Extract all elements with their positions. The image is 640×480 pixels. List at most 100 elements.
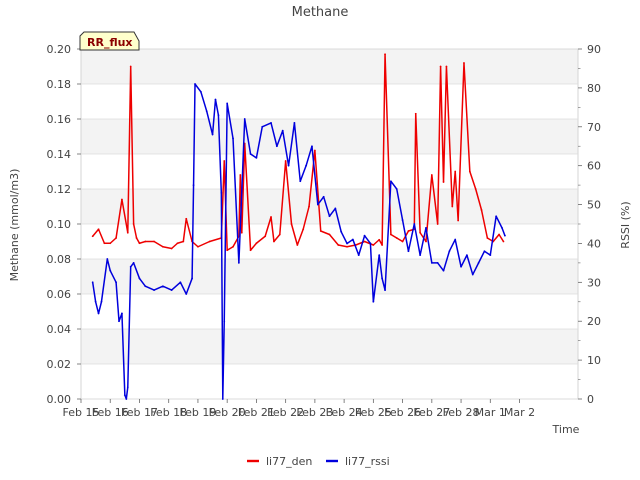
y2-tick-label: 40	[587, 237, 601, 250]
data-point-li77_den	[468, 170, 471, 173]
data-point-li77_rssi	[232, 137, 234, 140]
data-point-li77_den	[430, 174, 433, 176]
badge-shape	[79, 31, 140, 51]
data-point-li77_den	[270, 216, 272, 218]
data-point-li77_den	[346, 245, 348, 248]
data-point-li77_rssi	[100, 300, 103, 303]
data-point-li77_rssi	[442, 269, 445, 272]
data-point-li77_rssi	[199, 90, 202, 93]
y-tick-label: 0.02	[47, 358, 72, 371]
y-tick-label: 0.20	[47, 43, 72, 56]
x-tick-label: Mar 1	[475, 406, 506, 419]
data-point-li77_den	[296, 244, 299, 246]
data-point-li77_rssi	[419, 254, 422, 257]
rr-flux-badge: RR_flux	[79, 31, 140, 51]
data-point-li77_den	[414, 112, 417, 115]
data-point-li77_den	[395, 237, 398, 239]
data-point-li77_rssi	[91, 281, 94, 284]
data-point-li77_rssi	[211, 133, 214, 136]
data-point-li77_rssi	[413, 223, 416, 225]
data-point-li77_rssi	[316, 203, 319, 206]
data-point-li77_rssi	[384, 289, 386, 292]
data-point-li77_den	[170, 247, 173, 250]
data-point-li77_rssi	[125, 398, 128, 400]
data-point-li77_den	[454, 170, 457, 173]
data-point-li77_den	[302, 228, 305, 231]
data-point-li77_rssi	[471, 273, 474, 276]
data-point-li77_rssi	[340, 230, 343, 233]
data-point-li77_den	[284, 160, 287, 162]
data-point-li77_rssi	[430, 261, 433, 264]
data-point-li77_rssi	[223, 320, 226, 323]
data-point-li77_rssi	[287, 164, 290, 167]
data-point-li77_rssi	[123, 394, 126, 397]
data-point-li77_rssi	[454, 238, 457, 241]
data-point-li77_den	[109, 242, 112, 245]
x-tick-label: Feb 21	[238, 406, 275, 419]
data-point-li77_den	[308, 205, 310, 208]
y2-axis-title: RSSI (%)	[619, 201, 632, 248]
y-tick-label: 0.18	[47, 78, 72, 91]
data-point-li77_den	[185, 217, 188, 220]
x-tick-label: Feb 23	[296, 406, 333, 419]
background-band	[81, 49, 578, 84]
x-tick-label: Mar 2	[504, 406, 535, 419]
data-point-li77_den	[439, 65, 442, 68]
data-point-li77_den	[240, 231, 243, 234]
data-point-li77_den	[161, 245, 164, 248]
y2-tick-label: 90	[587, 43, 601, 56]
data-point-li77_den	[480, 209, 483, 211]
data-point-li77_den	[138, 242, 141, 245]
data-point-li77_rssi	[106, 258, 109, 260]
data-point-li77_den	[378, 238, 381, 241]
data-point-li77_den	[249, 249, 252, 252]
data-point-li77_rssi	[495, 215, 498, 218]
x-tick-label: Feb 26	[384, 406, 421, 419]
data-point-li77_rssi	[144, 285, 147, 288]
x-tick-label: Feb 17	[121, 406, 158, 419]
data-point-li77_den	[442, 181, 445, 183]
data-point-li77_den	[197, 245, 199, 248]
data-point-li77_rssi	[357, 254, 360, 257]
data-point-li77_rssi	[109, 269, 112, 272]
data-point-li77_den	[451, 205, 454, 208]
data-point-li77_rssi	[226, 102, 229, 105]
data-point-li77_rssi	[389, 180, 392, 183]
data-point-li77_rssi	[305, 164, 308, 167]
data-point-li77_den	[132, 223, 135, 225]
x-tick-label: Feb 22	[267, 406, 304, 419]
data-point-li77_rssi	[221, 398, 224, 400]
x-tick-label: Feb 28	[443, 406, 480, 419]
y2-tick-label: 10	[587, 354, 601, 367]
data-point-li77_den	[419, 231, 422, 234]
data-point-li77_rssi	[322, 195, 325, 198]
data-point-li77_rssi	[401, 219, 404, 222]
data-point-li77_den	[176, 242, 179, 245]
data-point-li77_rssi	[395, 188, 398, 190]
data-point-li77_rssi	[407, 250, 410, 253]
data-point-li77_den	[273, 240, 275, 243]
data-point-li77_rssi	[504, 234, 506, 237]
data-point-li77_rssi	[255, 156, 258, 159]
x-tick-label: Feb 25	[355, 406, 392, 419]
data-point-li77_den	[91, 235, 94, 238]
x-axis-title: Time	[552, 423, 580, 436]
data-point-li77_den	[313, 149, 316, 152]
data-point-li77_rssi	[132, 261, 135, 264]
data-point-li77_rssi	[425, 226, 427, 229]
data-point-li77_den	[363, 240, 366, 243]
data-point-li77_rssi	[261, 125, 264, 128]
data-point-li77_den	[278, 233, 281, 236]
y-tick-label: 0.08	[47, 253, 72, 266]
data-point-li77_den	[445, 65, 448, 68]
data-point-li77_den	[407, 230, 410, 232]
data-point-li77_den	[232, 245, 234, 248]
data-point-li77_rssi	[170, 289, 173, 292]
data-point-li77_rssi	[243, 118, 246, 120]
y2-tick-label: 70	[587, 121, 601, 134]
data-point-li77_rssi	[381, 277, 384, 280]
data-point-li77_rssi	[194, 83, 196, 85]
x-tick-label: Feb 19	[179, 406, 216, 419]
data-point-li77_rssi	[179, 281, 182, 284]
data-point-li77_den	[502, 240, 505, 243]
